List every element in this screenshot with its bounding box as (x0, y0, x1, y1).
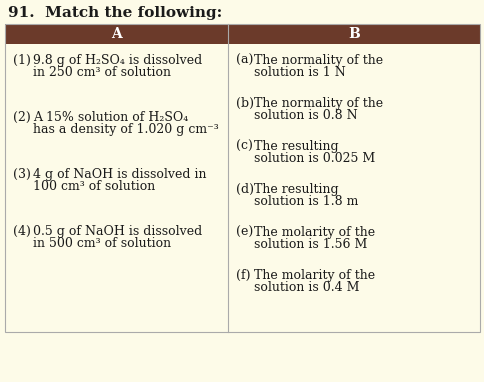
Text: 4 g of NaOH is dissolved in: 4 g of NaOH is dissolved in (33, 168, 206, 181)
Text: solution is 0.4 M: solution is 0.4 M (254, 281, 359, 294)
Text: (f): (f) (236, 269, 250, 282)
Text: (d): (d) (236, 183, 254, 196)
Bar (5, 24, 479, 44)
Bar (5, 44, 479, 332)
Text: solution is 0.025 M: solution is 0.025 M (254, 152, 375, 165)
Text: in 250 cm³ of solution: in 250 cm³ of solution (33, 66, 171, 79)
Text: 91.  Match the following:: 91. Match the following: (8, 6, 222, 20)
Text: The resulting: The resulting (254, 183, 338, 196)
Text: (2): (2) (13, 111, 30, 124)
Text: solution is 1 N: solution is 1 N (254, 66, 345, 79)
Text: (4): (4) (13, 225, 31, 238)
Text: in 500 cm³ of solution: in 500 cm³ of solution (33, 237, 171, 250)
Text: A: A (111, 27, 122, 41)
Text: The molarity of the: The molarity of the (254, 269, 375, 282)
Text: has a density of 1.020 g cm⁻³: has a density of 1.020 g cm⁻³ (33, 123, 218, 136)
Text: The molarity of the: The molarity of the (254, 226, 375, 239)
Text: A 15% solution of H₂SO₄: A 15% solution of H₂SO₄ (33, 111, 188, 124)
Text: The normality of the: The normality of the (254, 54, 382, 67)
Text: The normality of the: The normality of the (254, 97, 382, 110)
Text: (b): (b) (236, 97, 254, 110)
Text: (1): (1) (13, 54, 31, 67)
Text: (3): (3) (13, 168, 31, 181)
Text: (a): (a) (236, 54, 253, 67)
Text: 0.5 g of NaOH is dissolved: 0.5 g of NaOH is dissolved (33, 225, 202, 238)
Text: solution is 1.8 m: solution is 1.8 m (254, 195, 358, 208)
Text: solution is 0.8 N: solution is 0.8 N (254, 109, 357, 122)
Text: 9.8 g of H₂SO₄ is dissolved: 9.8 g of H₂SO₄ is dissolved (33, 54, 202, 67)
Text: (e): (e) (236, 226, 253, 239)
Text: The resulting: The resulting (254, 140, 338, 153)
Text: solution is 1.56 M: solution is 1.56 M (254, 238, 367, 251)
Text: (c): (c) (236, 140, 253, 153)
Bar (5, 24, 479, 332)
Text: B: B (348, 27, 359, 41)
Text: 100 cm³ of solution: 100 cm³ of solution (33, 180, 155, 193)
